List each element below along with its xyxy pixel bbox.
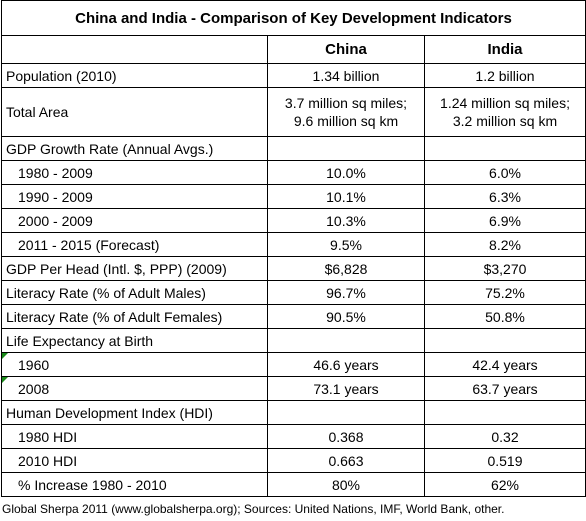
row-label: Population (2010) (1, 63, 268, 88)
value-cell: 1.2 billion (424, 63, 586, 88)
empty-cell (267, 328, 425, 353)
empty-cell (424, 400, 586, 425)
row-label: 2010 HDI (1, 448, 268, 473)
value-cell: 0.32 (424, 424, 586, 449)
value-line: 3.7 million sq miles; (284, 95, 408, 111)
row-label: % Increase 1980 - 2010 (1, 472, 268, 497)
value-cell: 1.34 billion (267, 63, 425, 88)
value-cell: 6.3% (424, 184, 586, 209)
empty-cell (424, 328, 586, 353)
value-line: 1.24 million sq miles; (440, 95, 570, 111)
title-row: China and India - Comparison of Key Deve… (1, 0, 586, 36)
value-cell: 0.368 (267, 424, 425, 449)
row-label: 1990 - 2009 (1, 184, 268, 209)
value-cell: 42.4 years (424, 352, 586, 377)
table-row: % Increase 1980 - 2010 80% 62% (1, 472, 586, 497)
row-label: Human Development Index (HDI) (1, 400, 268, 425)
row-label: Literacy Rate (% of Adult Males) (1, 280, 268, 305)
row-label: GDP Growth Rate (Annual Avgs.) (1, 136, 268, 161)
row-label: 1980 - 2009 (1, 160, 268, 185)
header-row: China India (1, 35, 586, 64)
value-cell: 50.8% (424, 304, 586, 329)
row-label: 2008 (1, 376, 268, 401)
table-row: Literacy Rate (% of Adult Females) 90.5% 5… (1, 304, 586, 329)
value-cell: 6.0% (424, 160, 586, 185)
table-row: GDP Growth Rate (Annual Avgs.) (1, 136, 586, 161)
table-row: 2011 - 2015 (Forecast) 9.5% 8.2% (1, 232, 586, 257)
row-label: 2000 - 2009 (1, 208, 268, 233)
value-cell: 62% (424, 472, 586, 497)
column-header: China (267, 35, 425, 64)
value-cell: 10.3% (267, 208, 425, 233)
value-line: 9.6 million sq km (293, 113, 399, 129)
row-label: Literacy Rate (% of Adult Females) (1, 304, 268, 329)
comparison-table: China and India - Comparison of Key Deve… (1, 0, 586, 497)
table-row: 1960 46.6 years 42.4 years (1, 352, 586, 377)
value-cell: 46.6 years (267, 352, 425, 377)
value-cell: 96.7% (267, 280, 425, 305)
row-label: 2011 - 2015 (Forecast) (1, 232, 268, 257)
table-row: 1980 - 2009 10.0% 6.0% (1, 160, 586, 185)
value-cell: 75.2% (424, 280, 586, 305)
table-row: Life Expectancy at Birth (1, 328, 586, 353)
value-cell: 73.1 years (267, 376, 425, 401)
table-row: 2008 73.1 years 63.7 years (1, 376, 586, 401)
header-cell (1, 35, 268, 64)
table-row: Population (2010) 1.34 billion 1.2 billion (1, 63, 586, 88)
table-row: 1990 - 2009 10.1% 6.3% (1, 184, 586, 209)
value-cell: 0.519 (424, 448, 586, 473)
table-row: 2010 HDI 0.663 0.519 (1, 448, 586, 473)
table-row: Literacy Rate (% of Adult Males) 96.7% 75.… (1, 280, 586, 305)
table-title: China and India - Comparison of Key Deve… (1, 0, 586, 36)
value-cell: 3.7 million sq miles; 9.6 million sq km (267, 87, 425, 137)
table-row: GDP Per Head (Intl. $, PPP) (2009) $6,828… (1, 256, 586, 281)
value-cell: 0.663 (267, 448, 425, 473)
footer: Global Sherpa 2011 (www.globalsherpa.org… (2, 502, 505, 516)
column-header: India (424, 35, 586, 64)
value-cell: 90.5% (267, 304, 425, 329)
value-cell: 1.24 million sq miles; 3.2 million sq km (424, 87, 586, 137)
value-cell: 8.2% (424, 232, 586, 257)
value-cell: 80% (267, 472, 425, 497)
table-body: China and India - Comparison of Key Deve… (1, 0, 586, 497)
empty-cell (424, 136, 586, 161)
value-cell: 63.7 years (424, 376, 586, 401)
value-cell: $3,270 (424, 256, 586, 281)
value-cell: 6.9% (424, 208, 586, 233)
empty-cell (267, 400, 425, 425)
value-cell: 10.1% (267, 184, 425, 209)
row-label: 1980 HDI (1, 424, 268, 449)
table-row: 1980 HDI 0.368 0.32 (1, 424, 586, 449)
table-row: 2000 - 2009 10.3% 6.9% (1, 208, 586, 233)
row-label: 1960 (1, 352, 268, 377)
table-row: Total Area 3.7 million sq miles; 9.6 milli… (1, 87, 586, 137)
table-row: Human Development Index (HDI) (1, 400, 586, 425)
value-cell: $6,828 (267, 256, 425, 281)
row-label: GDP Per Head (Intl. $, PPP) (2009) (1, 256, 268, 281)
value-line: 3.2 million sq km (452, 113, 558, 129)
empty-cell (267, 136, 425, 161)
row-label: Total Area (1, 87, 268, 137)
row-label: Life Expectancy at Birth (1, 328, 268, 353)
value-cell: 10.0% (267, 160, 425, 185)
value-cell: 9.5% (267, 232, 425, 257)
